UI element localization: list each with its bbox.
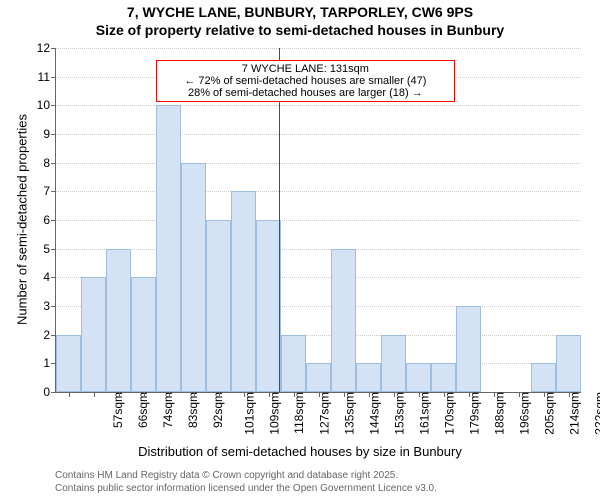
x-tick-mark: [144, 392, 145, 397]
y-tick-label: 10: [37, 98, 56, 112]
x-tick-mark: [494, 392, 495, 397]
bar: [406, 363, 431, 392]
x-tick-mark: [219, 392, 220, 397]
x-tick-label: 57sqm: [107, 392, 125, 428]
x-tick-label: 135sqm: [338, 392, 356, 435]
bar: [306, 363, 331, 392]
bar: [156, 105, 181, 392]
x-tick-mark: [319, 392, 320, 397]
x-tick-mark: [419, 392, 420, 397]
x-tick-mark: [394, 392, 395, 397]
x-tick-mark: [569, 392, 570, 397]
y-tick-label: 3: [43, 299, 56, 313]
annotation-line: 28% of semi-detached houses are larger (…: [161, 87, 450, 99]
x-tick-mark: [369, 392, 370, 397]
bar: [381, 335, 406, 392]
x-tick-label: 153sqm: [388, 392, 406, 435]
x-tick-label: 214sqm: [563, 392, 581, 435]
x-tick-mark: [269, 392, 270, 397]
x-tick-mark: [69, 392, 70, 397]
x-tick-mark: [119, 392, 120, 397]
x-tick-mark: [194, 392, 195, 397]
y-tick-label: 8: [43, 156, 56, 170]
y-tick-label: 2: [43, 328, 56, 342]
x-tick-label: 66sqm: [132, 392, 150, 428]
grid-line: [56, 249, 581, 250]
x-tick-label: 196sqm: [513, 392, 531, 435]
grid-line: [56, 163, 581, 164]
x-tick-mark: [444, 392, 445, 397]
x-tick-label: 161sqm: [413, 392, 431, 435]
x-tick-mark: [94, 392, 95, 397]
x-tick-mark: [169, 392, 170, 397]
x-tick-label: 170sqm: [438, 392, 456, 435]
x-tick-label: 144sqm: [363, 392, 381, 435]
bar: [106, 249, 131, 392]
bar: [531, 363, 556, 392]
bar: [456, 306, 481, 392]
bar: [281, 335, 306, 392]
y-axis-label: Number of semi-detached properties: [15, 100, 30, 340]
footer-line1: Contains HM Land Registry data © Crown c…: [55, 470, 398, 481]
x-tick-label: 101sqm: [238, 392, 256, 435]
x-tick-mark: [544, 392, 545, 397]
y-tick-label: 7: [43, 184, 56, 198]
x-tick-mark: [519, 392, 520, 397]
x-tick-label: 179sqm: [463, 392, 481, 435]
bar: [81, 277, 106, 392]
y-tick-label: 6: [43, 213, 56, 227]
x-tick-mark: [244, 392, 245, 397]
grid-line: [56, 105, 581, 106]
bar: [556, 335, 581, 392]
y-tick-label: 9: [43, 127, 56, 141]
plot-area: 012345678910111257sqm66sqm74sqm83sqm92sq…: [55, 48, 581, 393]
bar: [231, 191, 256, 392]
x-tick-label: 205sqm: [538, 392, 556, 435]
x-tick-label: 109sqm: [263, 392, 281, 435]
y-tick-label: 12: [37, 41, 56, 55]
x-tick-mark: [344, 392, 345, 397]
grid-line: [56, 220, 581, 221]
grid-line: [56, 48, 581, 49]
chart-title-line2: Size of property relative to semi-detach…: [0, 22, 600, 38]
x-tick-label: 188sqm: [488, 392, 506, 435]
grid-line: [56, 191, 581, 192]
bar: [356, 363, 381, 392]
bar: [131, 277, 156, 392]
x-tick-label: 83sqm: [182, 392, 200, 428]
y-tick-label: 0: [43, 385, 56, 399]
annotation-line: ← 72% of semi-detached houses are smalle…: [161, 75, 450, 87]
histogram-chart: 7, WYCHE LANE, BUNBURY, TARPORLEY, CW6 9…: [0, 0, 600, 500]
x-tick-label: 118sqm: [287, 392, 305, 434]
x-tick-label: 74sqm: [157, 392, 175, 428]
y-tick-label: 5: [43, 242, 56, 256]
x-axis-label: Distribution of semi-detached houses by …: [0, 444, 600, 459]
chart-title-line1: 7, WYCHE LANE, BUNBURY, TARPORLEY, CW6 9…: [0, 4, 600, 20]
bar: [431, 363, 456, 392]
x-tick-label: 127sqm: [313, 392, 331, 435]
bar: [331, 249, 356, 392]
bar: [206, 220, 231, 392]
bar: [181, 163, 206, 392]
y-tick-label: 11: [38, 70, 56, 84]
bar: [256, 220, 281, 392]
bar: [56, 335, 81, 392]
x-tick-label: 92sqm: [207, 392, 225, 428]
y-tick-label: 4: [43, 270, 56, 284]
y-tick-label: 1: [43, 356, 56, 370]
x-tick-label: 222sqm: [588, 392, 600, 435]
annotation-line: 7 WYCHE LANE: 131sqm: [161, 63, 450, 75]
x-tick-mark: [469, 392, 470, 397]
annotation-box: 7 WYCHE LANE: 131sqm← 72% of semi-detach…: [156, 60, 455, 102]
grid-line: [56, 134, 581, 135]
x-tick-mark: [294, 392, 295, 397]
footer-line2: Contains public sector information licen…: [55, 483, 437, 494]
